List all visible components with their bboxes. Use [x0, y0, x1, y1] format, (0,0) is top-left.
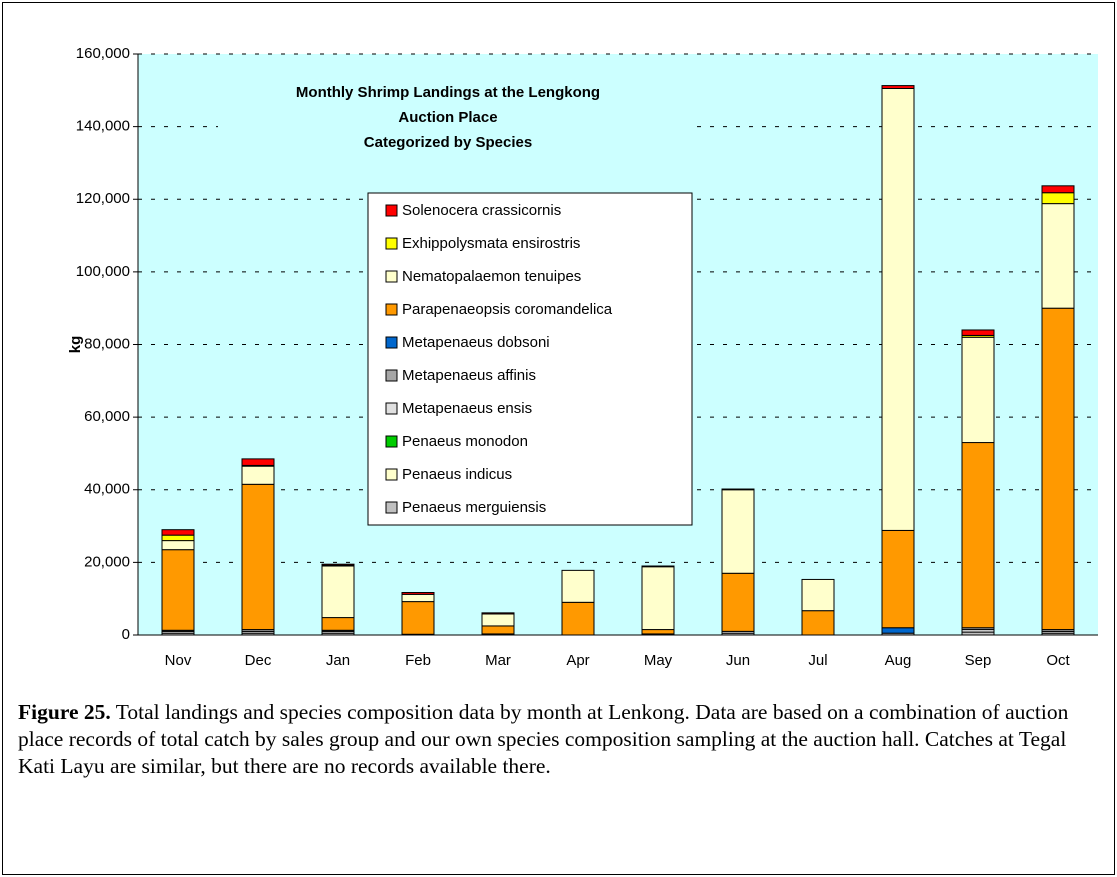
y-tick-label: 120,000	[76, 190, 130, 207]
x-tick-label: Jan	[326, 652, 350, 669]
x-tick-label: Aug	[885, 652, 912, 669]
bar-segment	[161, 529, 195, 536]
bar-segment	[481, 625, 515, 635]
caption: Figure 25. Total landings and species co…	[18, 699, 1093, 780]
bar-segment	[241, 483, 275, 631]
legend-swatch	[385, 336, 398, 349]
x-tick-label: Dec	[245, 652, 272, 669]
x-tick-label: Sep	[965, 652, 992, 669]
legend-label: Nematopalaemon tenuipes	[402, 268, 581, 285]
legend-swatch	[385, 237, 398, 250]
x-tick-label: Jul	[808, 652, 827, 669]
title-background	[218, 76, 688, 160]
legend-swatch	[385, 402, 398, 415]
y-axis-label: kg	[67, 336, 84, 354]
bar-segment	[161, 549, 195, 631]
y-tick-label: 20,000	[84, 553, 130, 570]
bar-segment	[721, 489, 755, 574]
bar-segment	[721, 488, 755, 491]
bar-segment	[401, 601, 435, 635]
legend-label: Solenocera crassicornis	[402, 202, 561, 219]
bar-segment	[641, 566, 675, 631]
bar-segment	[1041, 192, 1075, 205]
bar-segment	[881, 627, 915, 634]
legend-label: Metapenaeus dobsoni	[402, 334, 550, 351]
bar-segment	[881, 85, 915, 89]
bar-segment	[801, 578, 835, 612]
chart-title: Categorized by Species	[364, 134, 532, 151]
x-tick-label: Feb	[405, 652, 431, 669]
bar-segment	[961, 329, 995, 336]
bar-segment	[1041, 307, 1075, 631]
chart: 0 20,000 40,000 60,000 80,000 100,000 120,000 1…	[67, 45, 1098, 669]
x-tick-label: Apr	[566, 652, 589, 669]
bar-segment	[641, 565, 675, 568]
legend-swatch	[385, 435, 398, 448]
bar-segment	[1041, 185, 1075, 194]
legend-swatch	[385, 270, 398, 283]
legend-label: Exhippolysmata ensirostris	[402, 235, 580, 252]
x-tick-label: Nov	[165, 652, 192, 669]
legend-label: Penaeus merguiensis	[402, 499, 546, 516]
bar-segment	[321, 565, 355, 619]
chart-title: Monthly Shrimp Landings at the Lengkong	[296, 84, 600, 101]
y-tick-label: 80,000	[84, 335, 130, 352]
x-tick-label: May	[644, 652, 673, 669]
bar-segment	[321, 617, 355, 631]
legend-box	[367, 192, 693, 526]
bar-segment	[561, 601, 595, 636]
legend-label: Parapenaeopsis coromandelica	[402, 301, 613, 318]
bar-segment	[401, 592, 435, 595]
x-tick-label: Oct	[1046, 652, 1070, 669]
legend-label: Penaeus indicus	[402, 466, 512, 483]
bar-segment	[321, 563, 355, 566]
bar-segment	[241, 458, 275, 466]
x-tick-label: Jun	[726, 652, 750, 669]
bar-segment	[881, 87, 915, 531]
y-tick-label: 140,000	[76, 118, 130, 135]
bar-segment	[561, 569, 595, 603]
legend-swatch	[385, 501, 398, 514]
legend-label: Metapenaeus ensis	[402, 400, 532, 417]
bar-segment	[641, 629, 675, 635]
bar-segment	[241, 465, 275, 485]
bar-segment	[801, 610, 835, 636]
legend-swatch	[385, 204, 398, 217]
bar-segment	[961, 442, 995, 629]
y-tick-label: 0	[122, 626, 130, 643]
bar-segment	[881, 529, 915, 629]
y-tick-label: 40,000	[84, 481, 130, 498]
bar-segment	[721, 572, 755, 632]
bar-segment	[161, 534, 195, 542]
bar-segment	[161, 540, 195, 551]
y-tick-label: 160,000	[76, 45, 130, 62]
bar-segment	[1041, 203, 1075, 309]
legend-label: Metapenaeus affinis	[402, 367, 536, 384]
legend-swatch	[385, 468, 398, 481]
bar-segment	[961, 336, 995, 444]
y-tick-label: 100,000	[76, 263, 130, 280]
legend-label: Penaeus monodon	[402, 433, 528, 450]
legend-swatch	[385, 303, 398, 316]
bar-segment	[481, 613, 515, 627]
bar-segment	[401, 593, 435, 603]
x-tick-label: Mar	[485, 652, 511, 669]
chart-title: Auction Place	[398, 109, 497, 126]
legend-swatch	[385, 369, 398, 382]
caption-label: Figure 25.	[18, 700, 111, 724]
caption-text: Total landings and species composition d…	[18, 700, 1069, 778]
bar-segment	[481, 612, 515, 615]
y-tick-label: 60,000	[84, 408, 130, 425]
